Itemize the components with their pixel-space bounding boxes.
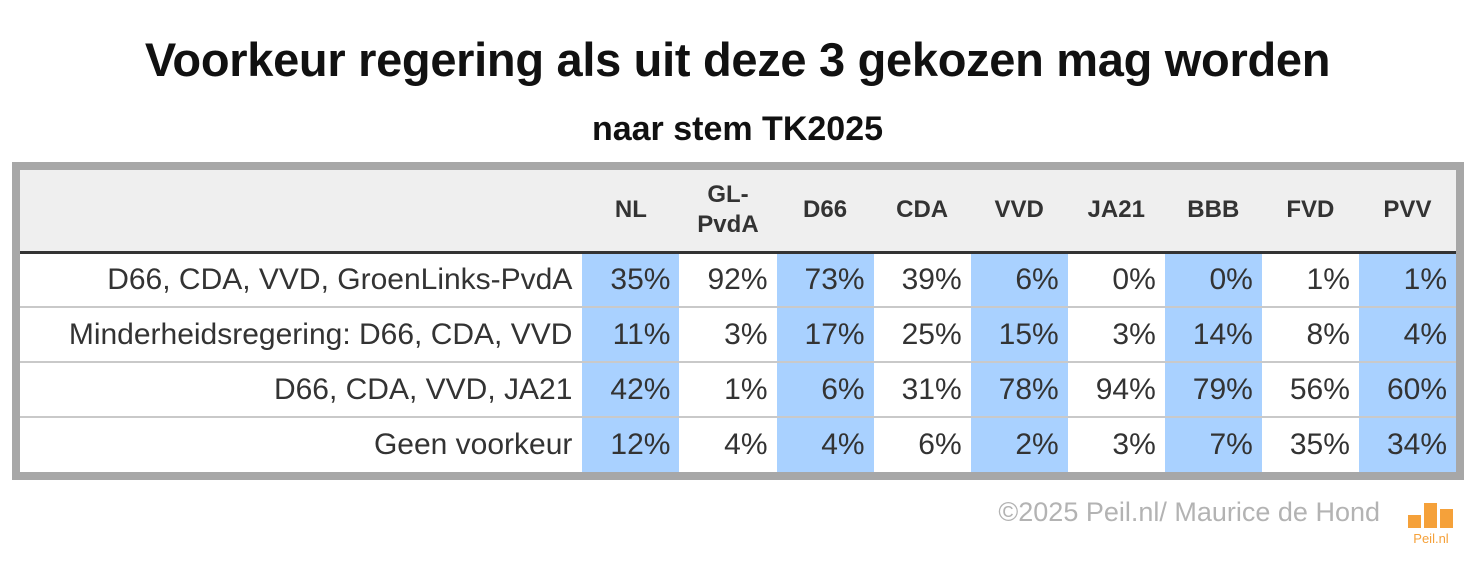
data-cell: 4%: [724, 428, 768, 461]
column-header: BBB: [1164, 170, 1262, 254]
data-cell: 0%: [1164, 252, 1262, 308]
data-cell: 6%: [776, 362, 874, 418]
data-cell: 35%: [582, 252, 680, 308]
data-cell: 14%: [1164, 307, 1262, 363]
data-cell: 17%: [776, 307, 874, 363]
data-cell: 79%: [1164, 362, 1262, 418]
data-cell: 3%: [1067, 307, 1165, 363]
table-row: D66, CDA, VVD, JA21 42% 1% 6% 31% 78% 94% 79% 56…: [20, 362, 1456, 418]
chart-title: Voorkeur regering als uit deze 3 gekozen…: [144, 33, 1331, 86]
table-row: D66, CDA, VVD, GroenLinks-PvdA 35% 92% 73% 3…: [20, 252, 1456, 308]
data-cell: 4%: [776, 417, 874, 472]
data-cell: 3%: [1112, 428, 1156, 461]
column-header: NL: [582, 170, 680, 254]
data-cell: 25%: [873, 307, 971, 363]
data-cell: 56%: [1261, 362, 1359, 418]
data-cell: 15%: [970, 307, 1068, 363]
data-cell: 8%: [1261, 307, 1359, 363]
row-label: Geen voorkeur: [373, 428, 573, 461]
data-cell: 6%: [970, 252, 1068, 308]
results-table-frame: NL GL-PvdA D66 CDA VVD JA21 BBB FVD PVV D66, CDA…: [12, 162, 1464, 480]
table-row: Geen voorkeur 12% 4% 4% 6% 2% 3% 7% 35% 34%: [20, 417, 1456, 472]
logo-bar: [1440, 509, 1453, 528]
data-cell: 94%: [1067, 362, 1165, 418]
table-row: Minderheidsregering: D66, CDA, VVD 11% 3% 1…: [20, 307, 1456, 363]
table-body: D66, CDA, VVD, GroenLinks-PvdA 35% 92% 73% 3…: [20, 252, 1456, 472]
column-header: JA21: [1067, 170, 1165, 254]
data-cell: 7%: [1164, 417, 1262, 472]
row-label: D66, CDA, VVD, JA21: [20, 362, 583, 418]
data-cell: 35%: [1289, 428, 1350, 461]
data-cell: 1%: [1358, 252, 1456, 308]
column-header: VVD: [970, 170, 1068, 254]
chart-subtitle: naar stem TK2025: [591, 110, 884, 148]
data-cell: 2%: [970, 417, 1068, 472]
column-header: D66: [776, 170, 874, 254]
column-header: CDA: [873, 170, 971, 254]
row-label: Minderheidsregering: D66, CDA, VVD: [20, 307, 583, 363]
data-cell: 11%: [582, 307, 680, 363]
data-cell: 73%: [776, 252, 874, 308]
logo-bar: [1424, 503, 1437, 528]
logo-text: Peil.nl: [1413, 531, 1449, 546]
data-cell: 0%: [1067, 252, 1165, 308]
logo-bar: [1408, 515, 1421, 528]
data-cell: 92%: [679, 252, 777, 308]
row-label: D66, CDA, VVD, GroenLinks-PvdA: [20, 252, 583, 308]
data-cell: 12%: [582, 417, 680, 472]
data-cell: 34%: [1358, 417, 1456, 472]
data-cell: 3%: [679, 307, 777, 363]
column-header: GL-PvdA: [679, 170, 777, 254]
data-cell: 6%: [918, 428, 962, 461]
column-header: PVV: [1358, 170, 1456, 254]
data-cell: 42%: [582, 362, 680, 418]
peil-logo: Peil.nl: [1408, 503, 1453, 546]
copyright-footer: ©2025 Peil.nl/ Maurice de Hond: [998, 497, 1380, 527]
header-corner: [20, 170, 583, 254]
data-cell: 78%: [970, 362, 1068, 418]
data-cell: 1%: [679, 362, 777, 418]
table-header-row: NL GL-PvdA D66 CDA VVD JA21 BBB FVD PVV: [20, 170, 1456, 254]
data-cell: 31%: [873, 362, 971, 418]
data-cell: 4%: [1358, 307, 1456, 363]
data-cell: 1%: [1261, 252, 1359, 308]
data-cell: 39%: [873, 252, 971, 308]
data-cell: 60%: [1358, 362, 1456, 418]
column-header: FVD: [1261, 170, 1359, 254]
results-table: NL GL-PvdA D66 CDA VVD JA21 BBB FVD PVV D66, CDA…: [20, 170, 1456, 472]
